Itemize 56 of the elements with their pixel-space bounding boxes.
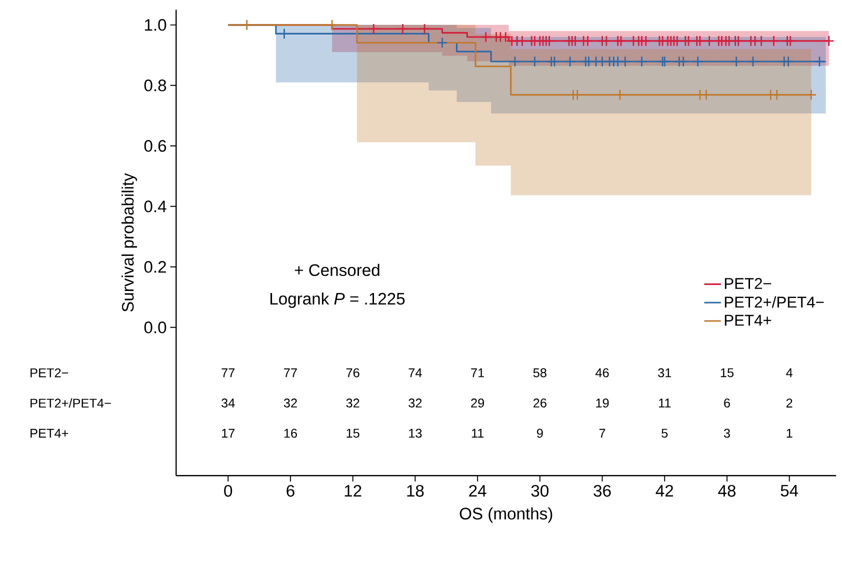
annotation: 32: [408, 398, 422, 408]
x-tick-label: 54: [780, 484, 798, 497]
x-tick-label: 48: [718, 484, 736, 497]
annotation: 11: [658, 398, 671, 408]
annotation: 6: [724, 398, 730, 408]
annotation: 77: [284, 368, 297, 378]
annotation: 58: [533, 368, 546, 378]
annotation: 32: [284, 398, 297, 408]
y-tick-label: 1.0: [144, 19, 166, 31]
annotation: 2: [786, 398, 792, 408]
annotation: 19: [596, 398, 609, 408]
annotation: 5: [662, 428, 668, 438]
x-tick-label: 0: [224, 484, 232, 497]
annotation: Logrank P = .1225: [270, 292, 405, 308]
x-axis-title: OS (months): [460, 507, 552, 523]
annotation: 77: [222, 368, 235, 378]
annotation: 17: [222, 428, 235, 438]
x-tick-label: 42: [656, 484, 674, 497]
y-tick-label: 0.8: [144, 80, 166, 92]
annotation: 76: [346, 368, 360, 378]
legend-label: PET2−: [724, 278, 772, 289]
annotation: + Censored: [294, 264, 380, 276]
x-tick-label: 36: [594, 484, 611, 497]
annotation: 71: [471, 368, 484, 378]
x-tick-label: 12: [344, 484, 362, 497]
annotation: 11: [472, 428, 484, 438]
annotation: 31: [658, 368, 672, 378]
annotation: 13: [409, 428, 422, 438]
annotation: 46: [595, 368, 609, 378]
text: PET4+: [30, 428, 68, 438]
annotation: 74: [408, 368, 422, 378]
x-tick-label: 18: [407, 484, 424, 497]
annotation: 29: [471, 398, 484, 408]
annotation: 3: [724, 428, 730, 438]
text: PET2−: [30, 368, 68, 378]
annotation: 1: [786, 428, 792, 438]
annotation: 34: [222, 398, 235, 408]
legend-label: PET2+/PET4−: [724, 296, 824, 308]
annotation: 16: [284, 428, 297, 438]
y-tick-label: 0.2: [144, 261, 166, 273]
annotation: 26: [533, 398, 546, 408]
y-tick-label: 0.6: [144, 140, 166, 152]
y-tick-label: 0.0: [144, 322, 166, 334]
annotation: 9: [536, 428, 543, 438]
x-tick-label: 30: [531, 484, 548, 497]
annotation: 4: [786, 368, 793, 378]
annotation: 15: [720, 368, 734, 378]
annotation: 7: [599, 428, 606, 438]
annotation: 32: [346, 398, 360, 408]
y-tick-label: 0.4: [144, 200, 166, 212]
annotation: 15: [346, 428, 360, 438]
x-tick-label: 6: [286, 484, 294, 497]
legend-label: PET4+: [724, 314, 772, 326]
x-tick-label: 24: [469, 484, 486, 497]
y-axis-title: Survival probability: [122, 173, 138, 312]
text: PET2+/PET4−: [30, 398, 111, 408]
